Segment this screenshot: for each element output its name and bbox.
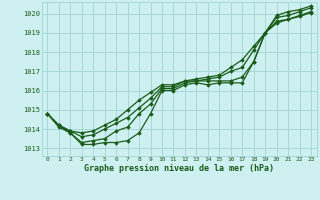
X-axis label: Graphe pression niveau de la mer (hPa): Graphe pression niveau de la mer (hPa): [84, 164, 274, 173]
